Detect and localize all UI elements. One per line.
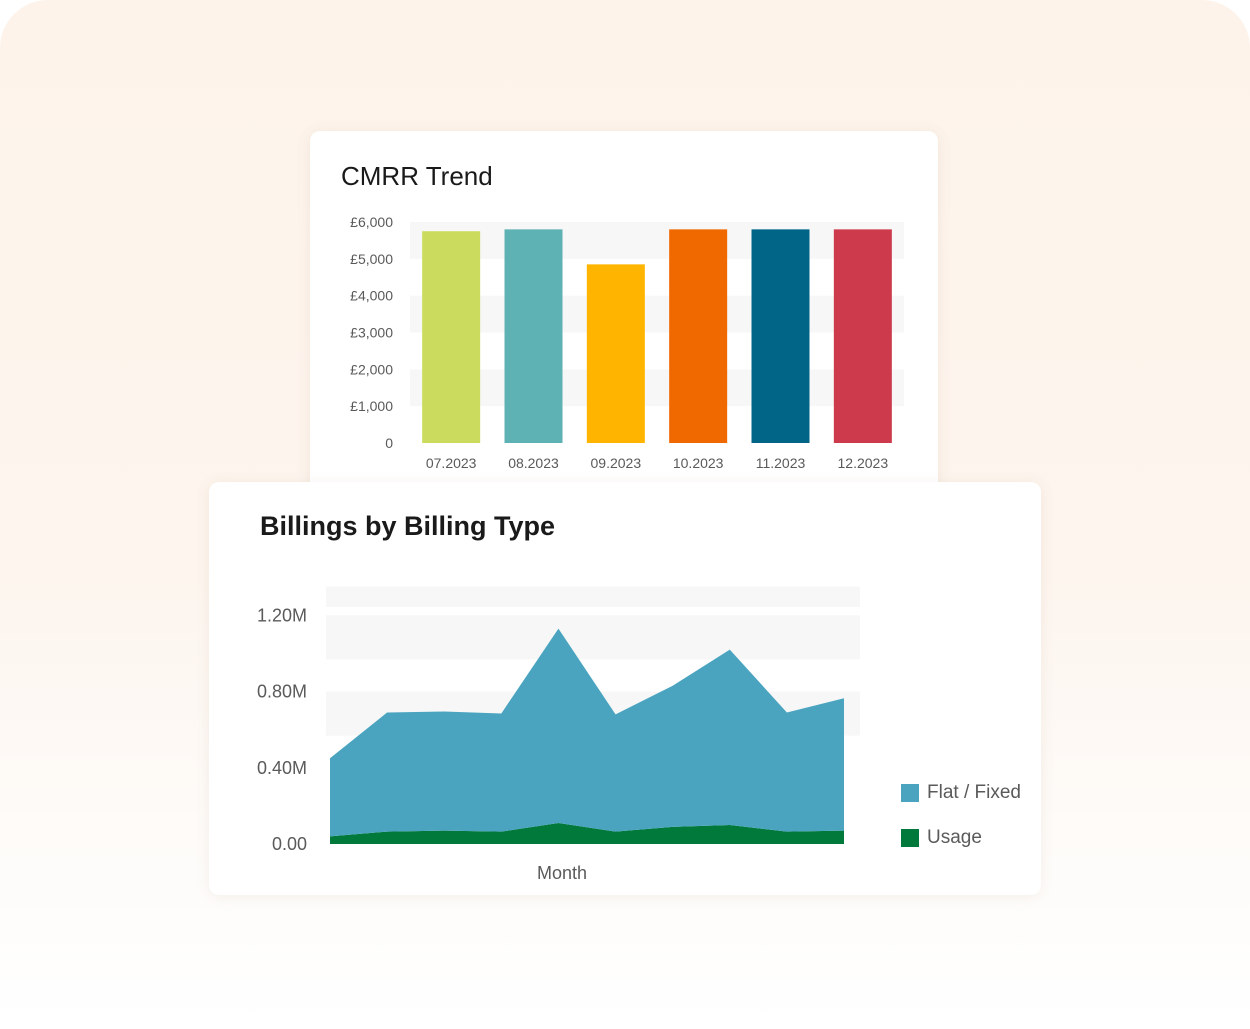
cmrr-trend-card: CMRR Trend 0 £1,000 £2,000 £3,000 £4,000 £5,0… <box>310 131 938 498</box>
cmrr-y-tick-label: £3,000 <box>350 325 393 341</box>
billings-title: Billings by Billing Type <box>260 511 556 541</box>
legend-item-flat-fixed: Flat / Fixed <box>901 782 1021 804</box>
cmrr-bar-10-2023 <box>669 229 728 443</box>
cmrr-bar-09-2023 <box>586 264 645 443</box>
billings-y-tick-label: 0.00 <box>272 834 307 854</box>
cmrr-x-tick-label: 08.2023 <box>508 455 559 471</box>
cmrr-y-tick-label: £2,000 <box>350 361 393 377</box>
cmrr-x-tick-label: 12.2023 <box>838 455 889 471</box>
cmrr-trend-title: CMRR Trend <box>341 161 493 191</box>
cmrr-x-tick-label: 09.2023 <box>591 455 642 471</box>
billings-area-usage <box>330 823 844 844</box>
cmrr-bar-11-2023 <box>751 229 810 443</box>
cmrr-bar-07-2023 <box>422 231 481 443</box>
cmrr-grid-band <box>410 222 904 259</box>
cmrr-grid-band <box>410 295 904 333</box>
billings-y-tick-label: 1.20M <box>257 605 307 625</box>
cmrr-grid-band <box>410 369 904 407</box>
billings-grid-band <box>326 586 860 607</box>
billings-legend: Flat / Fixed Usage <box>901 782 1021 872</box>
billings-y-tick-label: 0.40M <box>257 758 307 778</box>
billings-x-axis-label: Month <box>537 863 587 883</box>
cmrr-y-tick-label: £5,000 <box>350 251 393 267</box>
billings-y-tick-label: 0.80M <box>257 682 307 702</box>
billings-area-chart: 0.00 0.40M 0.80M 1.20M Month <box>257 586 860 883</box>
cmrr-bar-08-2023 <box>504 229 563 443</box>
cmrr-y-tick-label: 0 <box>385 435 393 451</box>
billings-by-billing-type-card: Billings by Billing Type 0.00 0.40M 0.80M 1… <box>209 482 1041 895</box>
legend-label: Flat / Fixed <box>927 782 1021 803</box>
cmrr-x-tick-label: 11.2023 <box>756 455 806 471</box>
legend-item-usage: Usage <box>901 827 1021 849</box>
billings-area-flat-fixed <box>330 628 844 837</box>
cmrr-y-tick-label: £6,000 <box>350 214 393 230</box>
legend-swatch <box>901 829 919 847</box>
cmrr-trend-chart: 0 £1,000 £2,000 £3,000 £4,000 £5,000 £6,000 07.… <box>350 214 904 471</box>
legend-swatch <box>901 784 919 802</box>
legend-label: Usage <box>927 827 982 848</box>
cmrr-bar-12-2023 <box>833 229 892 443</box>
cmrr-x-tick-label: 07.2023 <box>426 455 477 471</box>
cmrr-grid <box>410 222 904 407</box>
cmrr-y-tick-label: £1,000 <box>350 398 393 414</box>
cmrr-y-tick-label: £4,000 <box>350 288 393 304</box>
cmrr-x-tick-label: 10.2023 <box>673 455 724 471</box>
billings-grid-band <box>326 615 860 660</box>
